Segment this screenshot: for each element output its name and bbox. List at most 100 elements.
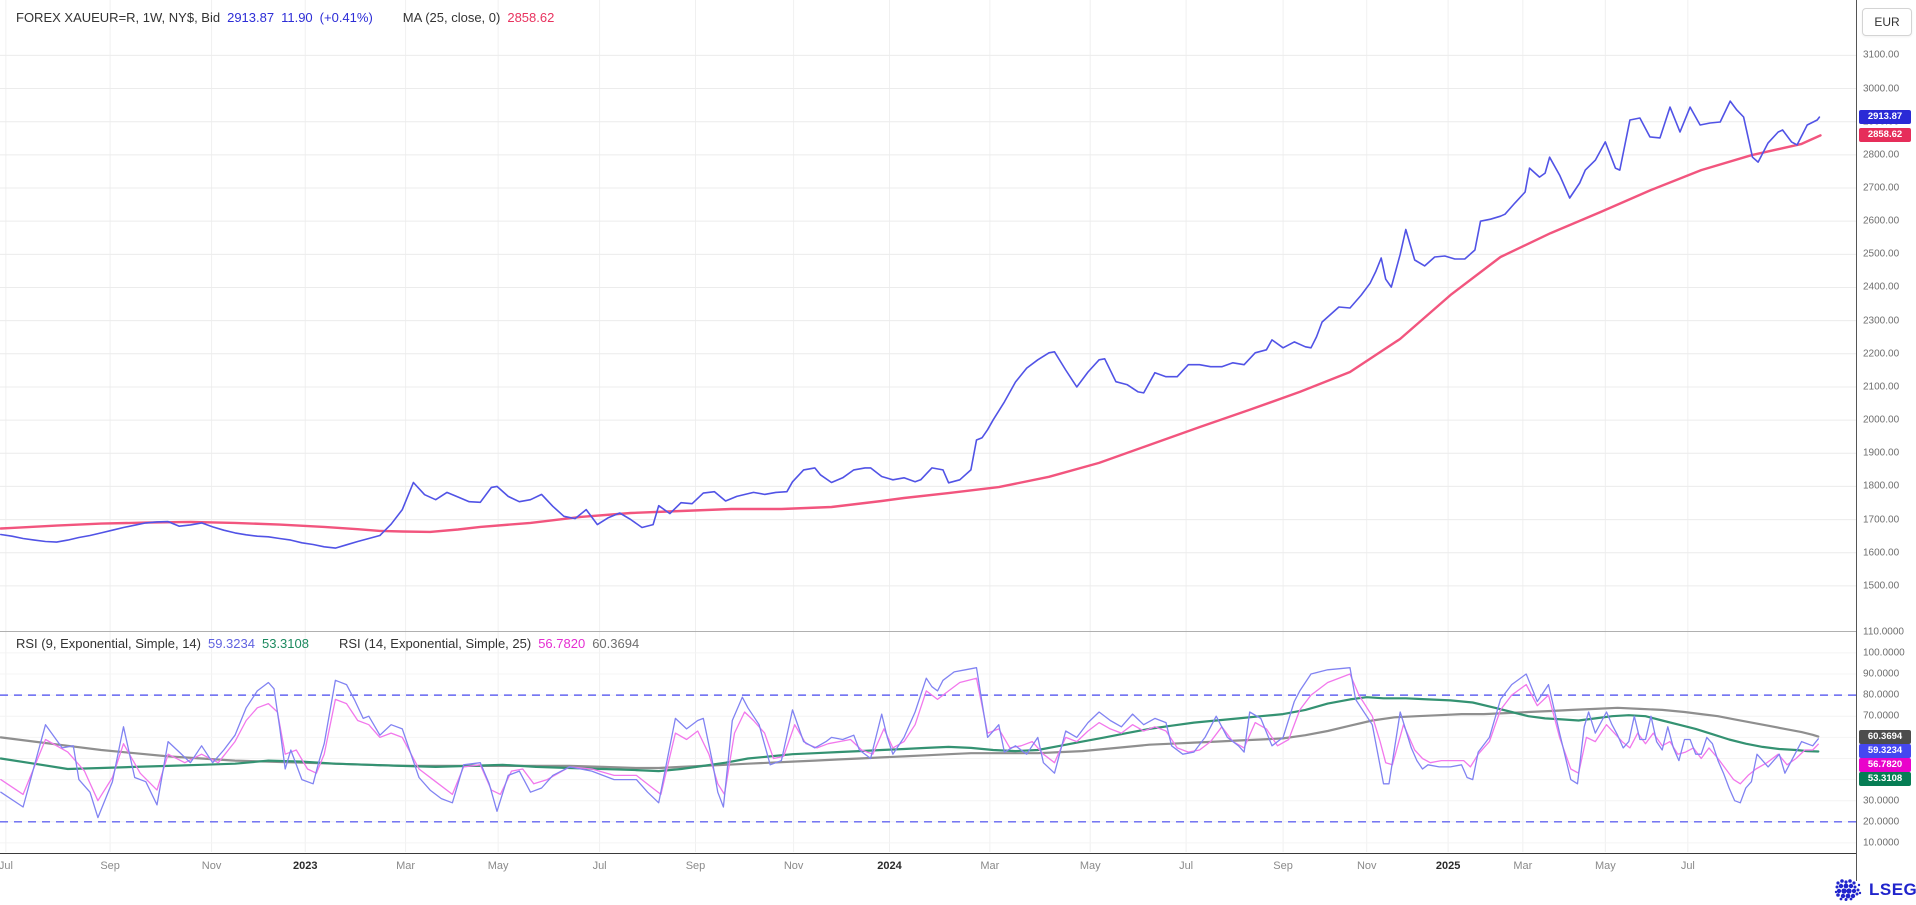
price-axis-label: 2800.00: [1863, 149, 1900, 161]
currency-button[interactable]: EUR: [1862, 8, 1912, 36]
rsi9-line[interactable]: [0, 667, 1819, 819]
time-axis-month-label: May: [1594, 860, 1616, 872]
price-axis-label: 1500.00: [1863, 580, 1900, 592]
lseg-crest-dot: [1840, 893, 1846, 899]
rsi14-line[interactable]: [0, 673, 1819, 802]
lseg-crest-dot: [1836, 893, 1840, 897]
lseg-crest-dot: [1856, 888, 1860, 892]
rsi14-avg-badge: 60.3694: [1859, 729, 1911, 744]
lseg-crest-dot: [1851, 888, 1857, 894]
lseg-crest-dot: [1855, 892, 1859, 896]
price-axis-label: 2000.00: [1863, 414, 1900, 426]
lseg-crest-dot: [1843, 883, 1849, 889]
time-axis-month-label: Mar: [1513, 860, 1533, 872]
lseg-crest-dot: [1836, 888, 1842, 894]
price-axis-label: 2400.00: [1863, 281, 1900, 293]
time-axis-month-label: Mar: [980, 860, 1000, 872]
time-axis-month-label: Sep: [100, 860, 120, 872]
rsi-axis-label: 110.0000: [1863, 626, 1904, 638]
time-axis-month-label: Jul: [0, 860, 13, 872]
price-axis-label: 1600.00: [1863, 547, 1900, 559]
lseg-crest-dot: [1844, 898, 1848, 901]
lseg-crest-icon: [1834, 879, 1862, 901]
lseg-crest-dot: [1848, 883, 1854, 889]
price-axis[interactable]: EUR 3100.003000.002900.002800.002700.002…: [1856, 0, 1916, 881]
rsi14-value: 56.7820: [538, 636, 586, 651]
price-axis-label: 1800.00: [1863, 480, 1900, 492]
lseg-crest-dot: [1846, 888, 1852, 894]
time-axis-month-label: Nov: [783, 860, 804, 872]
time-axis-month-label: Mar: [396, 860, 416, 872]
price-line[interactable]: [0, 100, 1821, 549]
time-axis-month-label: Nov: [201, 860, 222, 872]
price-axis-label: 2500.00: [1863, 248, 1900, 260]
ma-line[interactable]: [0, 134, 1822, 534]
lseg-crest-dot: [1858, 891, 1862, 895]
price-axis-label: 2100.00: [1863, 381, 1900, 393]
time-axis-month-label: May: [487, 860, 509, 872]
rsi9-label: RSI (9, Exponential, Simple, 14): [16, 636, 201, 651]
price-axis-label: 3100.00: [1863, 49, 1900, 61]
ma-value-badge: 2858.62: [1859, 128, 1911, 143]
ma-label: MA (25, close, 0): [402, 10, 501, 25]
rsi9-avg-line[interactable]: [0, 696, 1820, 773]
lseg-crest-dot: [1834, 890, 1838, 894]
time-axis-month-label: Jul: [592, 860, 607, 872]
price-axis-label: 3000.00: [1863, 83, 1900, 95]
rsi-axis-label: 10.0000: [1863, 837, 1900, 849]
price-axis-label: 2300.00: [1863, 315, 1900, 327]
lseg-crest-dot: [1844, 880, 1848, 884]
lseg-crest-dot: [1836, 881, 1840, 885]
rsi14-label: RSI (14, Exponential, Simple, 25): [338, 636, 532, 651]
lseg-crest-dot: [1849, 897, 1853, 901]
time-axis-year-label: 2024: [877, 860, 902, 872]
price-pane-legend[interactable]: FOREX XAUEUR=R, 1W, NY$, Bid 2913.87 11.…: [16, 10, 554, 25]
rsi14-avg-value: 60.3694: [592, 636, 640, 651]
chart-canvas[interactable]: [0, 0, 1856, 853]
lseg-crest-dot: [1848, 879, 1852, 883]
lseg-logo-text: LSEG: [1869, 880, 1916, 899]
lseg-crest-dot: [1840, 879, 1844, 883]
lseg-crest-dot: [1839, 897, 1843, 901]
rsi-axis-label: 100.0000: [1863, 647, 1905, 659]
price-axis-label: 2700.00: [1863, 182, 1900, 194]
time-axis-month-label: Sep: [685, 860, 706, 872]
price-change: 11.90: [281, 10, 313, 25]
lseg-crest-dot: [1841, 888, 1847, 894]
lseg-crest-dot: [1850, 893, 1856, 899]
rsi9-value: 59.3234: [207, 636, 255, 651]
rsi-pane-legend[interactable]: RSI (9, Exponential, Simple, 14) 59.3234…: [16, 636, 639, 651]
lseg-crest-dot: [1852, 881, 1856, 885]
time-axis-month-label: May: [1079, 860, 1101, 872]
rsi9-badge: 59.3234: [1859, 743, 1911, 758]
rsi-axis-label: 30.0000: [1863, 795, 1900, 807]
ma-value: 2858.62: [507, 10, 555, 25]
price-axis-label: 2600.00: [1863, 215, 1900, 227]
time-axis-month-label: Nov: [1356, 860, 1377, 872]
rsi-axis-label: 80.0000: [1863, 689, 1900, 701]
lseg-logo: LSEG: [1834, 878, 1916, 902]
price-axis-label: 2200.00: [1863, 348, 1900, 360]
instrument-label: FOREX XAUEUR=R, 1W, NY$, Bid: [16, 10, 221, 25]
time-axis-month-label: Jul: [1680, 860, 1695, 872]
lseg-crest-dot: [1857, 883, 1861, 887]
rsi-axis-label: 70.0000: [1863, 710, 1900, 722]
last-price: 2913.87: [227, 10, 275, 25]
lseg-crest-dot: [1838, 883, 1844, 889]
last-price-badge: 2913.87: [1859, 110, 1911, 125]
price-axis-label: 1900.00: [1863, 447, 1900, 459]
lseg-crest-dot: [1845, 893, 1851, 899]
lseg-crest-dot: [1853, 885, 1857, 889]
time-axis-year-label: 2023: [292, 860, 318, 872]
lseg-crest-dot: [1835, 885, 1839, 889]
time-axis-month-label: Sep: [1273, 860, 1293, 872]
rsi9-avg-badge: 53.3108: [1859, 771, 1911, 786]
time-axis-year-label: 2025: [1435, 860, 1461, 872]
rsi-axis-label: 90.0000: [1863, 668, 1900, 680]
rsi14-avg-line[interactable]: [0, 706, 1820, 770]
time-axis[interactable]: Jul Sep Nov 2023 Mar May Jul Sep Nov 2024 Mar May Ju…: [0, 853, 1856, 882]
rsi-axis-label: 20.0000: [1863, 816, 1900, 828]
price-change-pct: (+0.41%): [319, 10, 373, 25]
time-axis-month-label: Jul: [1179, 860, 1194, 872]
